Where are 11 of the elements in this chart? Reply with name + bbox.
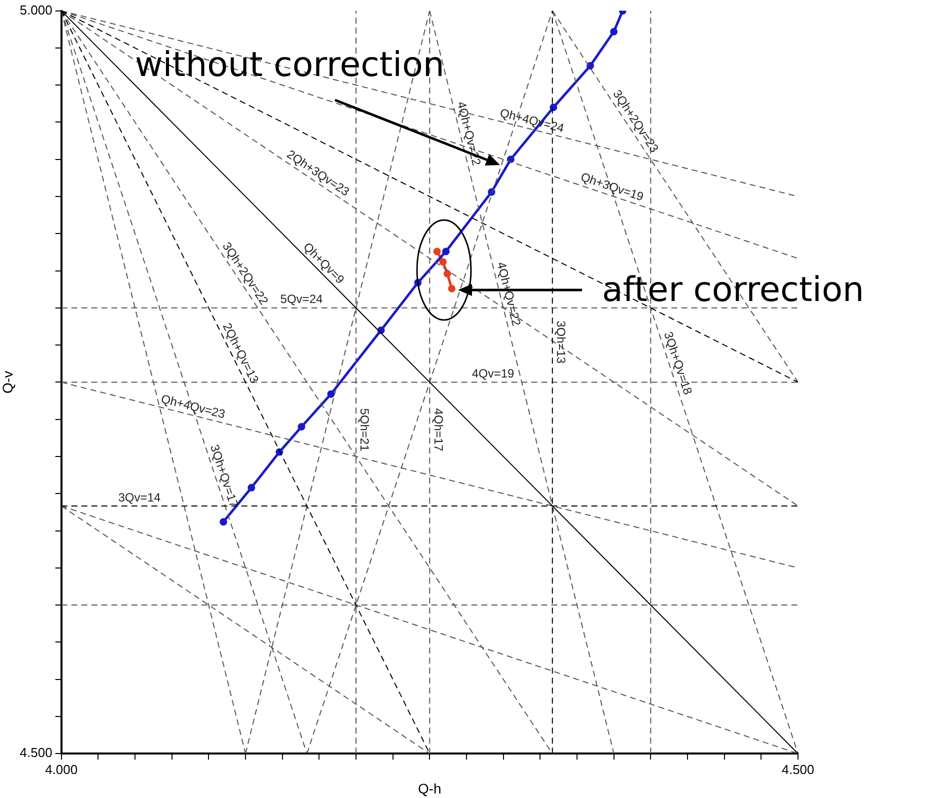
x-axis-title: Q-h xyxy=(418,780,442,796)
annotation: 3Qv=14 xyxy=(118,490,161,504)
annotation: 5Qv=24 xyxy=(280,292,323,306)
annotation: 5Qh=21 xyxy=(358,408,372,452)
annotation: after correction xyxy=(602,270,864,310)
annotation: 3Qh=13 xyxy=(554,320,568,364)
y-tick-label: 5.000 xyxy=(20,2,52,18)
x-tick-label: 4.000 xyxy=(45,762,78,777)
annotation: 4Qv=19 xyxy=(472,366,515,381)
annotation: 4Qh=17 xyxy=(431,408,446,452)
y-axis-title: Q-v xyxy=(0,370,16,394)
